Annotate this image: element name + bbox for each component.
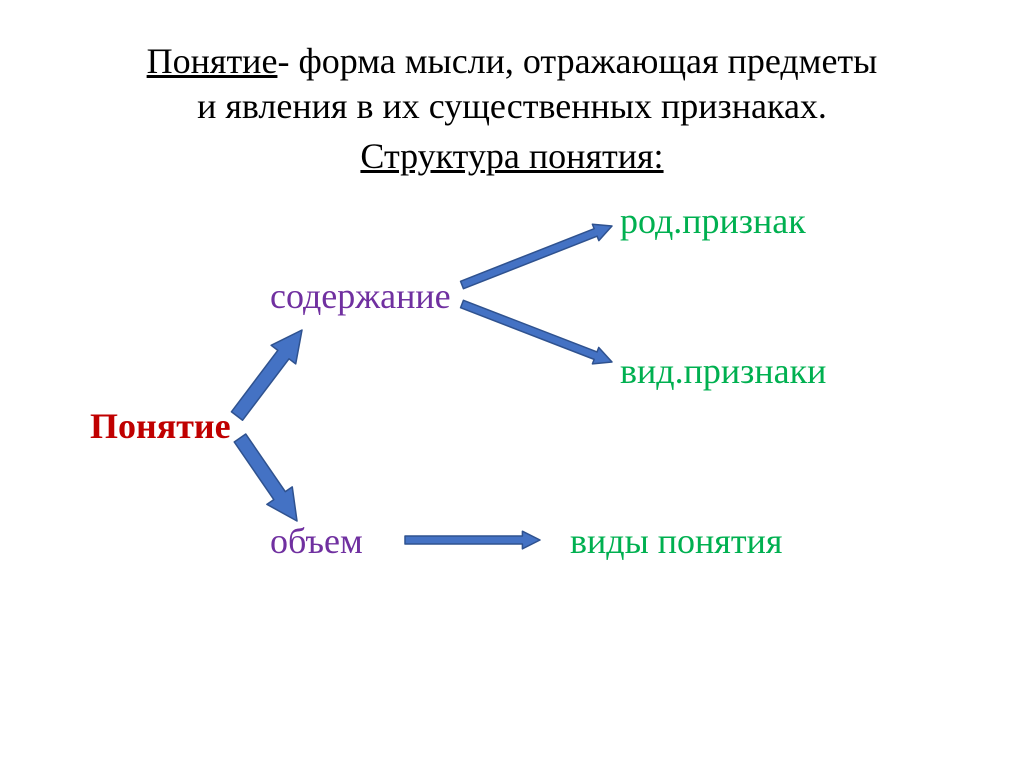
node-kinds: виды понятия [570, 520, 782, 562]
node-root: Понятие [90, 405, 231, 447]
arrow-volume-to-kinds [405, 531, 540, 549]
node-content: содержание [270, 275, 451, 317]
arrow-content-to-vid [459, 296, 615, 370]
slide: Понятие- форма мысли, отражающая предмет… [0, 0, 1024, 767]
arrow-content-to-rod [459, 218, 615, 293]
node-vid: вид.признаки [620, 350, 826, 392]
node-volume: объем [270, 520, 363, 562]
arrows-layer [0, 0, 1024, 767]
arrow-root-to-content [225, 321, 315, 426]
node-rod: род.признак [620, 200, 806, 242]
arrow-root-to-volume [227, 429, 309, 529]
